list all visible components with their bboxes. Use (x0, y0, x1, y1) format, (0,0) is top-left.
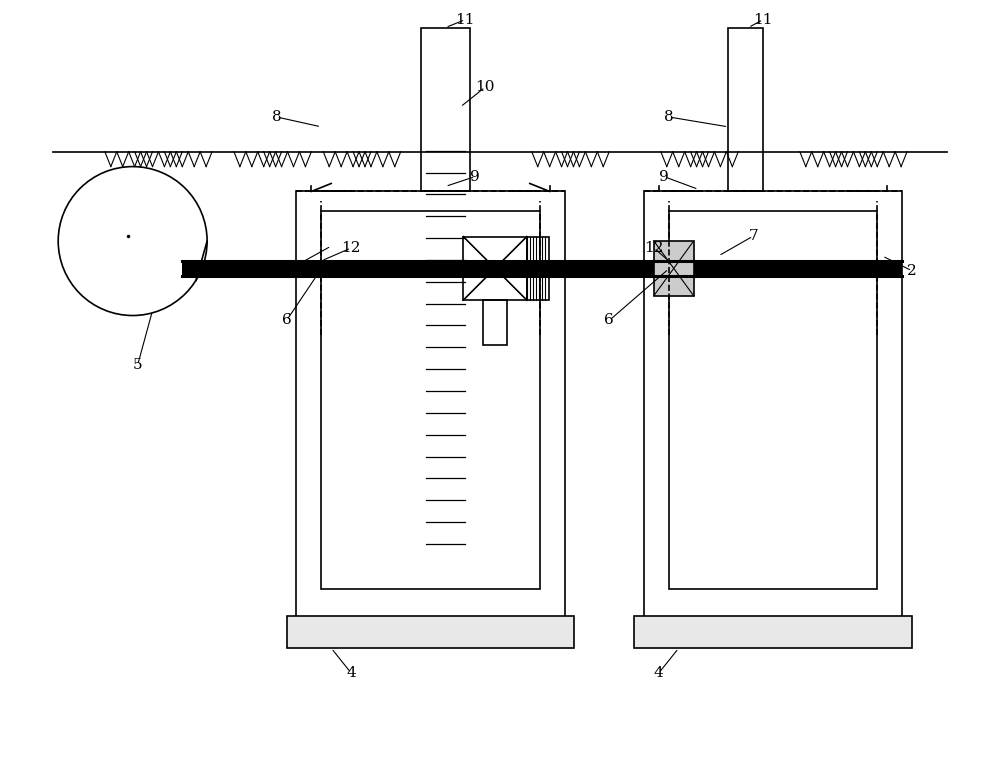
Text: 10: 10 (475, 80, 495, 95)
Text: 11: 11 (456, 12, 475, 26)
Bar (644, 191, 902, 618)
Text: 11: 11 (753, 12, 773, 26)
Text: 5: 5 (133, 358, 142, 372)
Text: 12: 12 (341, 241, 361, 255)
Bar (634, 616, 912, 648)
Text: 12: 12 (644, 241, 664, 255)
Text: 8: 8 (272, 110, 281, 124)
Bar (321, 212, 540, 588)
Text: 9: 9 (470, 170, 480, 184)
Text: 4: 4 (346, 666, 356, 680)
Text: 9: 9 (659, 170, 669, 184)
Bar (728, 28, 763, 191)
Bar (287, 616, 574, 648)
Bar (669, 212, 877, 588)
Text: 4: 4 (654, 666, 664, 680)
Text: 6: 6 (282, 313, 291, 328)
Text: 8: 8 (664, 110, 674, 124)
Text: 7: 7 (748, 229, 758, 243)
Bar (463, 236, 527, 300)
Text: 2: 2 (907, 264, 917, 278)
Bar (421, 28, 470, 191)
Bar (296, 191, 565, 618)
Bar (182, 261, 902, 276)
Text: 1: 1 (282, 264, 291, 278)
Bar (483, 300, 507, 345)
Text: 3: 3 (555, 264, 564, 278)
Text: 6: 6 (604, 313, 614, 328)
Bar (654, 241, 694, 296)
Bar (527, 236, 549, 300)
